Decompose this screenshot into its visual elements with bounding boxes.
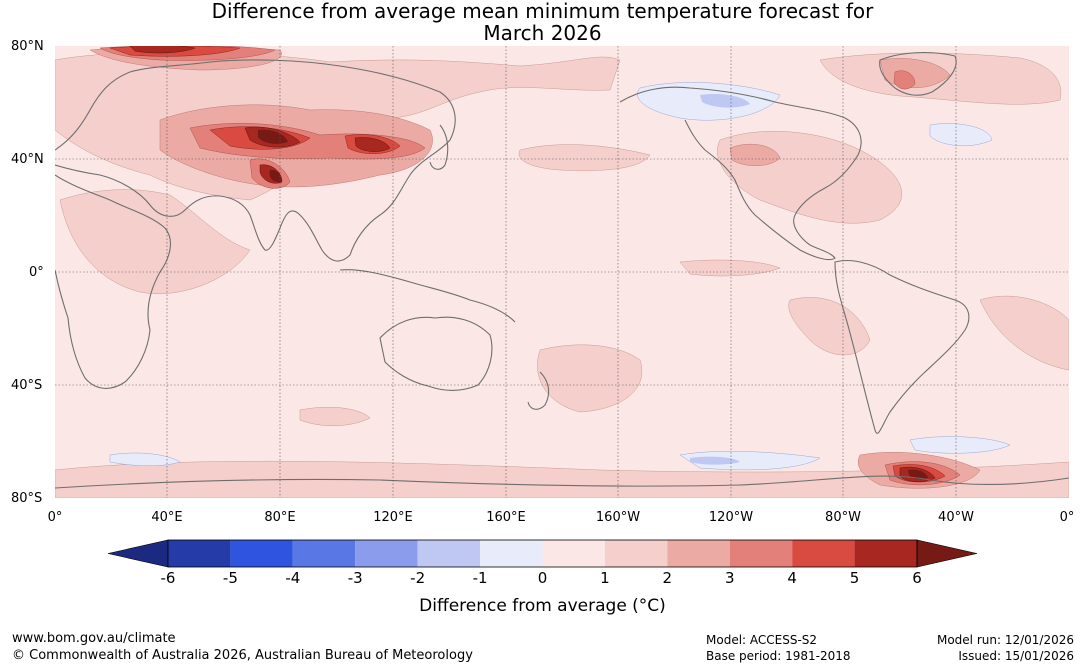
colorbar-tick: -3 bbox=[347, 569, 363, 587]
colorbar-segment bbox=[667, 540, 730, 567]
lat-label-0: 0° bbox=[29, 265, 44, 280]
lon-label-80e: 80°E bbox=[264, 510, 296, 525]
anomaly-region bbox=[299, 406, 371, 427]
lat-label-80n: 80°N bbox=[11, 39, 44, 54]
lon-label-40e: 40°E bbox=[151, 510, 183, 525]
anomaly-region bbox=[129, 46, 196, 54]
lon-label-120w: 120°W bbox=[708, 510, 754, 525]
coastline-australia bbox=[379, 316, 493, 391]
colorbar-tick: -4 bbox=[285, 569, 301, 587]
coastline-antarctica bbox=[55, 475, 1069, 489]
lon-label-0: 0° bbox=[47, 510, 63, 525]
lon-label-80w: 80°W bbox=[825, 510, 861, 525]
anomaly-region bbox=[354, 137, 391, 152]
colorbar-tick: 0 bbox=[537, 569, 548, 587]
colorbar-segment bbox=[480, 540, 543, 567]
footer-model: Model: ACCESS-S2 bbox=[706, 633, 818, 647]
colorbar-tick: -5 bbox=[222, 569, 238, 587]
footer-base-period: Base period: 1981-2018 bbox=[706, 649, 851, 663]
footer-model-run: Model run: 12/01/2026 bbox=[936, 633, 1074, 647]
colorbar-segment bbox=[355, 540, 418, 567]
lon-label-0-right: 0° bbox=[1059, 510, 1075, 525]
anomaly-region bbox=[55, 460, 1069, 498]
footer-copyright: © Commonwealth of Australia 2026, Austra… bbox=[12, 648, 473, 663]
colorbar-extend-low bbox=[107, 539, 169, 568]
lat-label-80s: 80°S bbox=[11, 491, 43, 506]
anomaly-fields bbox=[55, 46, 1069, 498]
colorbar-segment bbox=[792, 540, 855, 567]
coastline-japan bbox=[429, 124, 449, 170]
lat-label-40n: 40°N bbox=[11, 152, 44, 167]
chart-title-line1: Difference from average mean minimum tem… bbox=[211, 0, 874, 23]
colorbar-segment bbox=[417, 540, 481, 567]
colorbar-segment bbox=[292, 540, 356, 567]
colorbar-segment bbox=[168, 540, 231, 567]
lon-label-40w: 40°W bbox=[938, 510, 974, 525]
lon-label-120e: 120°E bbox=[373, 510, 413, 525]
colorbar-extend-high bbox=[916, 539, 978, 568]
anomaly-region bbox=[893, 70, 916, 90]
colorbar-tick: 4 bbox=[787, 569, 797, 587]
anomaly-region bbox=[979, 295, 1069, 371]
coastline-south-america bbox=[834, 259, 970, 434]
colorbar-segment bbox=[230, 540, 293, 567]
colorbar-tick: -6 bbox=[160, 569, 176, 587]
colorbar-tick: 5 bbox=[849, 569, 860, 587]
colorbar-border bbox=[167, 539, 918, 568]
coastline-greenland bbox=[879, 52, 957, 96]
coastline-new-zealand bbox=[527, 371, 550, 410]
colorbar-tick: -1 bbox=[472, 569, 488, 587]
chart-title-line2: March 2026 bbox=[483, 21, 602, 45]
footer-website: www.bom.gov.au/climate bbox=[12, 631, 176, 646]
coastline-africa bbox=[55, 174, 171, 389]
anomaly-region bbox=[929, 123, 993, 146]
colorbar-segment bbox=[729, 540, 793, 567]
anomaly-region bbox=[788, 297, 871, 356]
colorbar-tick: 2 bbox=[662, 569, 673, 587]
lon-label-160w: 160°W bbox=[595, 510, 641, 525]
lon-label-160e: 160°E bbox=[486, 510, 526, 525]
colorbar-tick: 1 bbox=[600, 569, 610, 587]
coastline-eurasia bbox=[55, 59, 456, 262]
anomaly-region bbox=[700, 94, 750, 108]
coastline-north-america bbox=[619, 86, 862, 261]
anomaly-region bbox=[679, 451, 821, 471]
anomaly-region bbox=[109, 452, 181, 467]
anomaly-region bbox=[258, 129, 288, 144]
anomaly-region bbox=[908, 469, 928, 480]
anomaly-region bbox=[518, 144, 651, 171]
anomaly-region bbox=[690, 456, 740, 465]
colorbar-segment bbox=[542, 540, 605, 567]
colorbar-segment bbox=[604, 540, 668, 567]
anomaly-region bbox=[59, 189, 251, 294]
colorbar-tick: 6 bbox=[912, 569, 922, 587]
anomaly-region bbox=[909, 436, 1011, 454]
anomaly-region bbox=[729, 143, 781, 166]
colorbar-label: Difference from average (°C) bbox=[419, 596, 666, 616]
colorbar bbox=[107, 539, 978, 568]
anomaly-region bbox=[269, 169, 282, 183]
colorbar-tick: 3 bbox=[724, 569, 735, 587]
colorbar-tick: -2 bbox=[410, 569, 426, 587]
graticule bbox=[55, 46, 1069, 498]
lat-label-40s: 40°S bbox=[11, 378, 43, 393]
colorbar-segment bbox=[854, 540, 917, 567]
footer-issued: Issued: 15/01/2026 bbox=[958, 649, 1074, 663]
anomaly-region bbox=[537, 344, 643, 413]
